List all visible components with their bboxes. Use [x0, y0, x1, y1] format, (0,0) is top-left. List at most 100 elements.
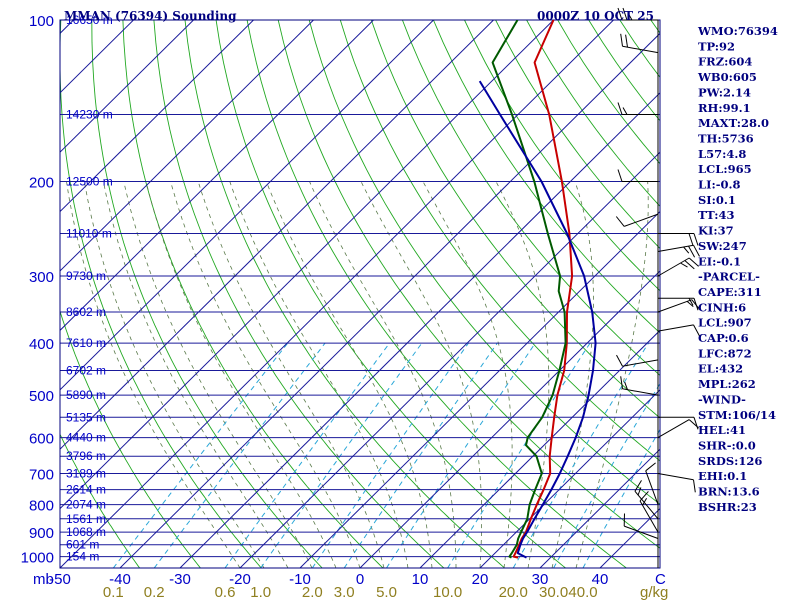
height-label: 5890 m: [66, 388, 106, 402]
mixing-ratio-line: [311, 342, 469, 568]
temperature-tick-label: -10: [289, 571, 311, 588]
wind-barb: [620, 376, 659, 396]
mixing-ratio-line: [553, 382, 660, 568]
height-labels: 16650 m 14230 m 12500 m 11010 m 9730 m 8602 m…: [66, 13, 113, 564]
moist-adiabat-line: [551, 181, 594, 568]
pressure-tick-label: 100: [29, 13, 54, 30]
dewpoint-line: [491, 20, 567, 559]
station-index-text: SI:0.1: [698, 193, 736, 207]
isotherm-line: [60, 20, 434, 391]
height-label: 12500 m: [66, 175, 113, 189]
station-index-text: SRDS:126: [698, 454, 762, 468]
moist-adiabat-line: [170, 181, 361, 568]
height-label: 601 m: [66, 538, 99, 552]
pressure-unit-label: mb: [33, 571, 54, 588]
pressure-tick-label: 500: [29, 388, 54, 405]
wind-barb: [617, 169, 658, 182]
station-index-text: PW:2.14: [698, 85, 751, 99]
station-index-text: STM:106/14: [698, 408, 776, 422]
moist-adiabats: [66, 181, 649, 568]
moist-adiabat-line: [360, 181, 482, 568]
pressure-labels: 100 200 300 400 500 600 700 800 900 1000: [21, 13, 54, 567]
pressure-tick-label: 200: [29, 175, 54, 192]
mixing-ratio-tick-label: 40.0: [568, 584, 597, 600]
parcel-line: [478, 80, 597, 559]
dry-adiabat-line: [495, 20, 660, 250]
station-index-text: RH:99.1: [698, 101, 751, 115]
temperature-tick-label: -50: [49, 571, 71, 588]
temperature-unit-label: C: [655, 571, 666, 588]
station-index-text: KI:37: [698, 224, 734, 238]
mixing-ratio-line: [153, 342, 326, 568]
isotherm-line: [60, 20, 314, 272]
temperature-tick-label: 20: [472, 571, 489, 588]
station-index-text: LCL:907: [698, 316, 752, 330]
station-index-text: MPL:262: [698, 377, 756, 391]
mixing-ratio-tick-label: 0.1: [103, 584, 124, 600]
dry-adiabat-line: [370, 20, 660, 419]
mixing-ratio-tick-label: 10.0: [433, 584, 462, 600]
moist-adiabat-line: [229, 181, 409, 568]
dry-adiabat-line: [401, 20, 660, 377]
wind-barb: [657, 324, 700, 337]
wind-barb: [657, 244, 700, 258]
height-label: 2614 m: [66, 483, 106, 497]
station-index-text: TP:92: [698, 39, 735, 53]
height-label: 8602 m: [66, 305, 106, 319]
station-index-text: SW:247: [698, 239, 747, 253]
mixing-ratio-tick-label: 3.0: [334, 584, 355, 600]
moist-adiabat-line: [197, 181, 385, 568]
height-label: 3796 m: [66, 449, 106, 463]
isotherm-line: [60, 20, 194, 153]
mixing-ratio-tick-label: 20.0: [499, 584, 528, 600]
temperature-line: [512, 20, 574, 559]
height-label: 5135 m: [66, 410, 106, 424]
dry-adiabat-line: [60, 20, 262, 568]
wind-barb: [658, 233, 699, 246]
wind-barb: [616, 354, 659, 367]
wind-barb: [615, 213, 659, 227]
mixing-ratio-labels: 0.1 0.2 0.6 1.0 2.0 3.0 5.0 10.0 20.0 30.0 40.0: [103, 584, 598, 600]
plot-frame: [59, 19, 661, 569]
wind-barb: [657, 299, 701, 313]
temperature-tick-label: -30: [169, 571, 191, 588]
station-index-text: LFC:872: [698, 346, 752, 360]
station-index-text: BSHR:23: [698, 500, 757, 514]
mixing-ratio-unit-label: g/kg: [640, 584, 668, 600]
station-index-text: LCL:965: [698, 162, 752, 176]
isotherms: [60, 20, 660, 568]
height-label: 9730 m: [66, 269, 106, 283]
dry-adiabat-line: [60, 433, 141, 568]
station-index-text: CAPE:311: [698, 285, 762, 299]
mixing-ratio-line: [386, 342, 536, 568]
pressure-tick-label: 600: [29, 431, 54, 448]
station-index-text: SHR-:0.0: [698, 438, 756, 452]
station-index-text: FRZ:604: [698, 55, 752, 69]
wind-barb: [617, 7, 658, 21]
isotherm-line: [479, 389, 660, 568]
station-index-text: CAP:0.6: [698, 331, 749, 345]
dry-adiabat-line: [60, 309, 201, 568]
height-label: 2074 m: [66, 498, 106, 512]
mixing-ratio-line: [512, 342, 649, 568]
mixing-ratio-tick-label: 1.0: [250, 584, 271, 600]
temperature-tick-label: -40: [109, 571, 131, 588]
height-label: 1068 m: [66, 525, 106, 539]
mixing-ratio-line: [582, 428, 660, 568]
height-label: 6702 m: [66, 364, 106, 378]
dry-adiabat-line: [339, 20, 660, 462]
chart-title: MMAN (76394) Sounding: [64, 9, 237, 23]
isotherm-line: [60, 20, 554, 510]
station-index-text: EI:-0.1: [698, 254, 741, 268]
chart-time: 0000Z 10 OCT 25: [537, 9, 654, 23]
mixing-ratio-tick-label: 30.0: [539, 584, 568, 600]
wind-barb: [645, 462, 659, 505]
height-label: 3189 m: [66, 467, 106, 481]
pressure-tick-label: 800: [29, 498, 54, 515]
wind-barb: [639, 491, 659, 533]
mixing-ratio-lines: [112, 342, 660, 568]
dry-adiabat-line: [308, 20, 660, 505]
pressure-tick-label: 300: [29, 269, 54, 286]
wind-barb: [617, 102, 658, 115]
